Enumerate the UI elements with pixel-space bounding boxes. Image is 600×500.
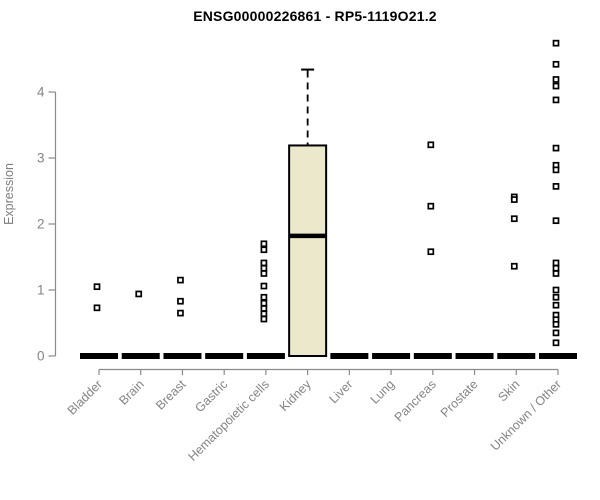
outlier-point-unknown-other (552, 166, 560, 174)
outlier-point-hematopoietic-cells (260, 299, 268, 307)
collapsed-box-liver (330, 353, 369, 359)
outlier-point-hematopoietic-cells (260, 246, 268, 254)
x-tick-label: Unknown / Other (488, 377, 564, 453)
outlier-point-unknown-other (552, 286, 560, 294)
collapsed-box-lung (372, 353, 411, 359)
outlier-point-hematopoietic-cells (260, 293, 268, 301)
outlier-point-unknown-other (552, 339, 560, 347)
x-tick-label: Hematopoietic cells (185, 377, 272, 464)
x-tick-label: Kidney (277, 377, 314, 414)
collapsed-box-pancreas (413, 353, 452, 359)
outlier-point-hematopoietic-cells (260, 305, 268, 312)
x-tick-label: Prostate (438, 377, 481, 420)
outlier-point-hematopoietic-cells (260, 264, 268, 272)
y-tick-label: 3 (37, 151, 45, 166)
collapsed-box-bladder (80, 353, 118, 359)
x-tick-label: Breast (153, 377, 189, 413)
outlier-point-unknown-other (552, 217, 560, 225)
outlier-point-unknown-other (552, 270, 560, 277)
outlier-point-breast (177, 297, 184, 305)
x-tick-label: Lung (368, 377, 398, 407)
outlier-point-hematopoietic-cells (260, 240, 268, 248)
y-tick-label: 4 (37, 85, 45, 100)
outlier-point-unknown-other (552, 144, 560, 152)
outlier-point-unknown-other (552, 60, 560, 68)
y-tick-label: 0 (37, 349, 45, 364)
outlier-point-pancreas (427, 248, 435, 256)
outlier-point-unknown-other (552, 76, 560, 83)
outlier-point-hematopoietic-cells (260, 259, 268, 267)
y-tick-label: 2 (37, 217, 45, 232)
outlier-point-pancreas (427, 202, 435, 210)
outlier-point-unknown-other (552, 329, 560, 337)
outlier-point-hematopoietic-cells (260, 315, 268, 323)
outlier-point-unknown-other (552, 96, 560, 104)
collapsed-box-prostate (455, 353, 494, 359)
collapsed-box-skin (497, 353, 536, 359)
y-tick-label: 1 (37, 283, 45, 298)
outlier-point-skin (510, 215, 518, 223)
collapsed-box-brain (121, 353, 160, 359)
outlier-point-skin (510, 196, 518, 203)
outlier-point-breast (177, 309, 184, 317)
outlier-point-hematopoietic-cells (260, 310, 268, 318)
outlier-point-bladder (93, 304, 101, 312)
outlier-point-unknown-other (552, 259, 560, 267)
outlier-point-breast (177, 276, 184, 284)
outlier-point-pancreas (427, 141, 435, 149)
x-tick-label: Gastric (192, 377, 230, 415)
outlier-point-unknown-other (552, 82, 560, 90)
outlier-point-unknown-other (552, 301, 560, 309)
collapsed-box-unknown-other (539, 353, 577, 359)
outlier-point-unknown-other (552, 264, 560, 272)
box-kidney (288, 144, 328, 357)
outlier-point-unknown-other (552, 293, 560, 301)
x-tick-label: Pancreas (392, 377, 439, 424)
x-tick-label: Liver (326, 377, 355, 406)
collapsed-box-breast (163, 353, 202, 359)
outlier-point-unknown-other (552, 39, 560, 47)
outlier-point-unknown-other (552, 320, 560, 328)
collapsed-box-hematopoietic-cells (246, 353, 285, 359)
outlier-point-unknown-other (552, 183, 560, 190)
x-tick-label: Bladder (65, 377, 105, 417)
x-tick-label: Skin (495, 377, 522, 404)
x-tick-label: Brain (116, 377, 147, 408)
outlier-point-hematopoietic-cells (260, 282, 268, 290)
outlier-point-hematopoietic-cells (260, 270, 268, 277)
outlier-point-brain (135, 290, 143, 298)
outlier-point-skin (510, 262, 518, 270)
collapsed-box-gastric (205, 353, 244, 359)
chart-title: ENSG00000226861 - RP5-1119O21.2 (193, 8, 437, 24)
outlier-point-bladder (93, 283, 101, 291)
